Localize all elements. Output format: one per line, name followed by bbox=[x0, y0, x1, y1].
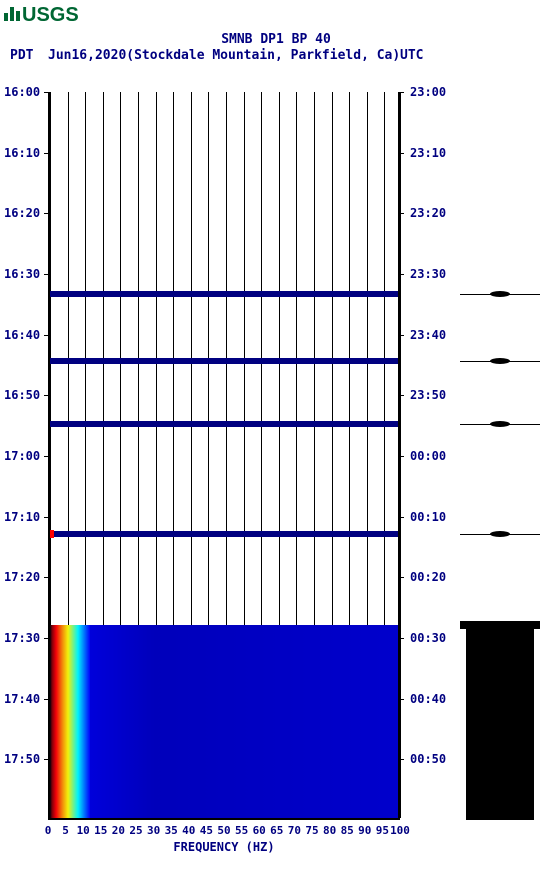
y-left-tick-label: 16:20 bbox=[4, 206, 40, 220]
y-left-tick-label: 16:30 bbox=[4, 267, 40, 281]
y-right-tick-label: 00:00 bbox=[410, 449, 446, 463]
event-band bbox=[50, 531, 398, 537]
logo-bars-icon bbox=[4, 4, 22, 27]
header-date: Jun16,2020(Stockdale Mountain, Parkfield… bbox=[48, 48, 400, 63]
tick bbox=[398, 699, 404, 700]
y-right-tick-label: 23:50 bbox=[410, 388, 446, 402]
header-pdt: PDT bbox=[10, 48, 33, 63]
tick bbox=[398, 759, 404, 760]
y-left-tick-label: 17:00 bbox=[4, 449, 40, 463]
tick bbox=[398, 577, 404, 578]
tick bbox=[44, 274, 50, 275]
y-right-tick-label: 00:40 bbox=[410, 692, 446, 706]
y-right-tick-label: 23:10 bbox=[410, 146, 446, 160]
x-tick-label: 90 bbox=[358, 824, 371, 837]
x-tick-label: 80 bbox=[323, 824, 336, 837]
y-right-tick-label: 00:30 bbox=[410, 631, 446, 645]
x-tick-label: 45 bbox=[200, 824, 213, 837]
y-left-tick-label: 17:40 bbox=[4, 692, 40, 706]
tick bbox=[44, 395, 50, 396]
y-left-tick-label: 16:40 bbox=[4, 328, 40, 342]
seismo-blip bbox=[490, 421, 510, 427]
x-tick-label: 100 bbox=[390, 824, 410, 837]
y-left-tick-label: 17:20 bbox=[4, 570, 40, 584]
event-band bbox=[50, 291, 398, 297]
tick bbox=[44, 577, 50, 578]
spectrogram-hot-column bbox=[50, 625, 90, 818]
y-left-tick-label: 17:10 bbox=[4, 510, 40, 524]
tick bbox=[44, 699, 50, 700]
gridline bbox=[400, 92, 401, 818]
tick bbox=[44, 759, 50, 760]
tick bbox=[398, 395, 404, 396]
tick bbox=[44, 638, 50, 639]
tick bbox=[398, 335, 404, 336]
tick bbox=[44, 92, 50, 93]
y-left-tick-label: 17:30 bbox=[4, 631, 40, 645]
x-tick-label: 95 bbox=[376, 824, 389, 837]
event-band bbox=[50, 358, 398, 364]
tick bbox=[44, 456, 50, 457]
x-axis-title: FREQUENCY (HZ) bbox=[48, 840, 400, 854]
x-tick-label: 85 bbox=[341, 824, 354, 837]
x-tick-label: 75 bbox=[305, 824, 318, 837]
seismogram-panel bbox=[460, 92, 540, 820]
x-tick-label: 25 bbox=[129, 824, 142, 837]
y-right-tick-label: 00:20 bbox=[410, 570, 446, 584]
x-tick-label: 40 bbox=[182, 824, 195, 837]
seismo-blip bbox=[490, 358, 510, 364]
y-right-tick-label: 23:00 bbox=[410, 85, 446, 99]
x-tick-label: 20 bbox=[112, 824, 125, 837]
spectrogram-region bbox=[50, 625, 398, 818]
y-right-tick-label: 23:20 bbox=[410, 206, 446, 220]
x-tick-label: 30 bbox=[147, 824, 160, 837]
event-band bbox=[50, 421, 398, 427]
header-utc: UTC bbox=[400, 48, 423, 63]
tick bbox=[398, 274, 404, 275]
x-tick-label: 60 bbox=[253, 824, 266, 837]
event-red-marker bbox=[50, 530, 54, 538]
spectrogram-chart bbox=[48, 92, 400, 820]
seismo-blip bbox=[490, 531, 510, 537]
y-right-tick-label: 23:30 bbox=[410, 267, 446, 281]
x-tick-label: 10 bbox=[77, 824, 90, 837]
logo-text: USGS bbox=[22, 4, 79, 26]
x-tick-label: 0 bbox=[45, 824, 52, 837]
y-left-tick-label: 16:10 bbox=[4, 146, 40, 160]
y-left-tick-label: 16:00 bbox=[4, 85, 40, 99]
chart-title: SMNB DP1 BP 40 bbox=[0, 32, 552, 47]
tick bbox=[398, 638, 404, 639]
y-left-tick-label: 16:50 bbox=[4, 388, 40, 402]
usgs-logo: USGS bbox=[4, 4, 79, 27]
x-tick-label: 35 bbox=[165, 824, 178, 837]
seismo-blip bbox=[490, 291, 510, 297]
tick bbox=[398, 456, 404, 457]
x-tick-label: 15 bbox=[94, 824, 107, 837]
tick bbox=[44, 213, 50, 214]
y-right-tick-label: 00:10 bbox=[410, 510, 446, 524]
tick bbox=[44, 335, 50, 336]
tick bbox=[398, 213, 404, 214]
x-tick-label: 5 bbox=[62, 824, 69, 837]
seismo-dense-region bbox=[466, 627, 534, 820]
tick bbox=[398, 92, 404, 93]
x-tick-label: 65 bbox=[270, 824, 283, 837]
tick bbox=[44, 517, 50, 518]
x-tick-label: 50 bbox=[217, 824, 230, 837]
x-tick-label: 70 bbox=[288, 824, 301, 837]
x-tick-label: 55 bbox=[235, 824, 248, 837]
seismo-spike bbox=[460, 621, 540, 629]
tick bbox=[398, 517, 404, 518]
tick bbox=[398, 153, 404, 154]
y-right-tick-label: 00:50 bbox=[410, 752, 446, 766]
tick bbox=[44, 153, 50, 154]
y-right-tick-label: 23:40 bbox=[410, 328, 446, 342]
y-left-tick-label: 17:50 bbox=[4, 752, 40, 766]
